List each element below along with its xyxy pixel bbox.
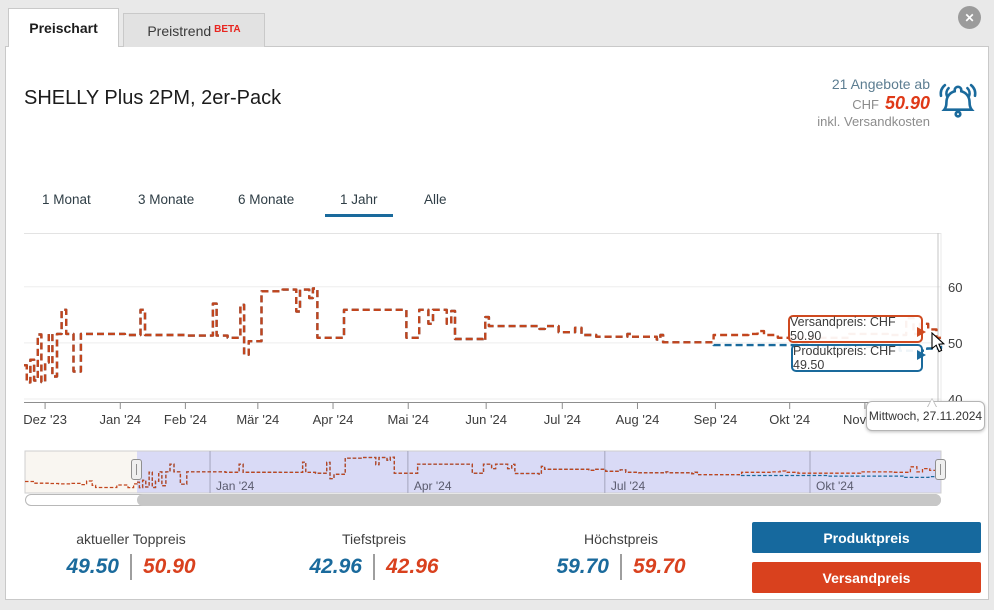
tab-label: Preistrend: [147, 22, 212, 39]
x-tick-label: Apr '24: [313, 412, 354, 427]
stat-divider: [620, 554, 622, 580]
stat-shipping-price: 42.96: [386, 555, 439, 578]
legend-button-versandpreis[interactable]: Versandpreis: [752, 562, 981, 593]
price-note: inkl. Versandkosten: [817, 114, 930, 129]
range-tab-1-monat[interactable]: 1 Monat: [42, 192, 91, 207]
range-tab-6-monate[interactable]: 6 Monate: [238, 192, 295, 207]
price-alert-bell-icon[interactable]: [934, 77, 982, 125]
stat-label: Höchstpreis: [584, 531, 658, 547]
stat-divider: [130, 554, 132, 580]
range-tab-1-jahr[interactable]: 1 Jahr: [325, 192, 393, 217]
stat-block: aktueller Toppreis 49.50 50.90: [26, 531, 236, 580]
stat-product-price: 49.50: [66, 555, 119, 578]
tooltip-versandpreis: Versandpreis: CHF 50.90: [788, 315, 926, 343]
nav-label: Okt '24: [816, 479, 854, 493]
legend-button-produktpreis[interactable]: Produktpreis: [752, 522, 981, 553]
x-tick-label: Mai '24: [387, 412, 429, 427]
nav-handle-right[interactable]: [935, 459, 946, 480]
product-title: SHELLY Plus 2PM, 2er-Pack: [24, 87, 282, 109]
x-tick-label: Okt '24: [769, 412, 810, 427]
nav-unselected-area: [25, 451, 137, 493]
nav-label: Jul '24: [611, 479, 646, 493]
stat-shipping-price: 50.90: [143, 555, 196, 578]
x-tick-label: Dez '23: [23, 412, 67, 427]
x-tick-label: Sep '24: [694, 412, 738, 427]
stat-product-price: 59.70: [556, 555, 609, 578]
navigator[interactable]: Jan '24 Apr '24 Jul '24 Okt '24: [0, 450, 994, 494]
offers-count: 21 Angebote ab: [831, 76, 930, 92]
range-tab-alle[interactable]: Alle: [424, 192, 447, 207]
tooltip-date: Mittwoch, 27.11.2024: [866, 398, 985, 431]
price-line-versandpreis: [24, 287, 941, 384]
stat-label: aktueller Toppreis: [76, 531, 186, 547]
close-button[interactable]: ✕: [958, 6, 981, 29]
price-currency: CHF: [852, 97, 879, 112]
nav-label: Apr '24: [414, 479, 452, 493]
stat-block: Tiefstpreis 42.96 42.96: [284, 531, 464, 580]
x-tick-label: Feb '24: [164, 412, 207, 427]
stat-divider: [373, 554, 375, 580]
y-tick-label: 50: [948, 336, 962, 351]
nav-label: Jan '24: [216, 479, 255, 493]
x-tick-label: Aug '24: [616, 412, 660, 427]
nav-handle-left[interactable]: [131, 459, 142, 480]
x-tick-label: Jul '24: [544, 412, 581, 427]
nav-line-prefix: [25, 480, 138, 489]
stat-values: 49.50 50.90: [26, 554, 236, 580]
beta-badge: BETA: [214, 24, 241, 35]
stat-values: 59.70 59.70: [526, 554, 716, 580]
stat-label: Tiefstpreis: [341, 531, 407, 547]
current-price-line: CHF 50.90: [852, 93, 930, 114]
stat-product-price: 42.96: [309, 555, 362, 578]
tab-label: Preischart: [29, 20, 98, 36]
close-icon: ✕: [964, 10, 975, 25]
stat-values: 42.96 42.96: [284, 554, 464, 580]
tab-preistrend[interactable]: Preistrend BETA: [123, 13, 265, 47]
stat-shipping-price: 59.70: [633, 555, 686, 578]
x-tick-label: Mär '24: [236, 412, 279, 427]
mouse-cursor-icon: [931, 332, 946, 353]
x-tick-label: Jan '24: [100, 412, 142, 427]
range-tab-3-monate[interactable]: 3 Monate: [138, 192, 195, 207]
nav-scrollbar-thumb[interactable]: [137, 494, 941, 506]
current-best-price: 50.90: [884, 93, 930, 113]
y-tick-label: 60: [948, 280, 962, 295]
tab-preischart[interactable]: Preischart: [8, 8, 119, 47]
stat-block: Höchstpreis 59.70 59.70: [526, 531, 716, 580]
x-tick-label: Jun '24: [465, 412, 507, 427]
tooltip-produktpreis: Produktpreis: CHF 49.50: [791, 344, 926, 372]
